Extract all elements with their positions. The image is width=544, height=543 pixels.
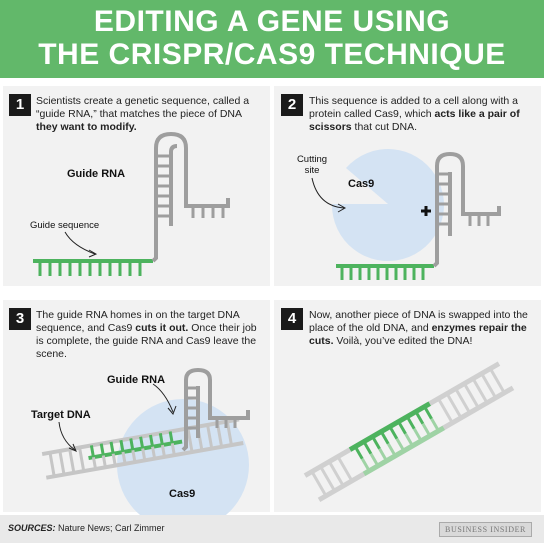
step-1-panel: 1 Scientists create a genetic sequence, … — [3, 86, 270, 286]
step-3-number: 3 — [9, 308, 31, 330]
header-banner: EDITING A GENE USING THE CRISPR/CAS9 TEC… — [0, 0, 544, 78]
guide-rna-diagram — [33, 131, 230, 276]
step-4-panel: 4 Now, another piece of DNA is swapped i… — [274, 300, 541, 512]
step-2-panel: 2 This sequence is added to a cell along… — [274, 86, 541, 286]
sources: SOURCES: Nature News; Carl Zimmer — [8, 523, 165, 533]
target-dna-label: Target DNA — [31, 409, 91, 421]
cas9-label: Cas9 — [169, 488, 196, 500]
step-3-panel: 3 The guide RNA homes in on the target D… — [3, 300, 270, 531]
step-2-text: This sequence is added to a cell along w… — [309, 95, 520, 133]
cas9-label: Cas9 — [348, 178, 375, 190]
guide-sequence-label: Guide sequence — [30, 220, 100, 231]
step-1-text: Scientists create a genetic sequence, ca… — [36, 95, 250, 133]
step-2-number: 2 — [281, 94, 303, 116]
step-4-number: 4 — [281, 308, 303, 330]
title-line-1: EDITING A GENE USING — [93, 5, 451, 38]
footer: SOURCES: Nature News; Carl Zimmer BUSINE… — [0, 515, 544, 543]
title-line-2: THE CRISPR/CAS9 TECHNIQUE — [38, 38, 506, 71]
cas9-diagram — [311, 149, 501, 280]
cutting-site-label: Cutting site — [296, 154, 328, 176]
step-4-text: Now, another piece of DNA is swapped int… — [309, 309, 528, 347]
business-insider-logo: BUSINESS INSIDER — [439, 522, 532, 537]
edited-dna-diagram — [303, 361, 515, 503]
step-3-text: The guide RNA homes in on the target DNA… — [36, 309, 257, 360]
step-1-number: 1 — [9, 94, 31, 116]
targeting-diagram — [41, 367, 250, 531]
guide-rna-label: Guide RNA — [107, 374, 166, 386]
guide-rna-label: Guide RNA — [67, 168, 126, 180]
